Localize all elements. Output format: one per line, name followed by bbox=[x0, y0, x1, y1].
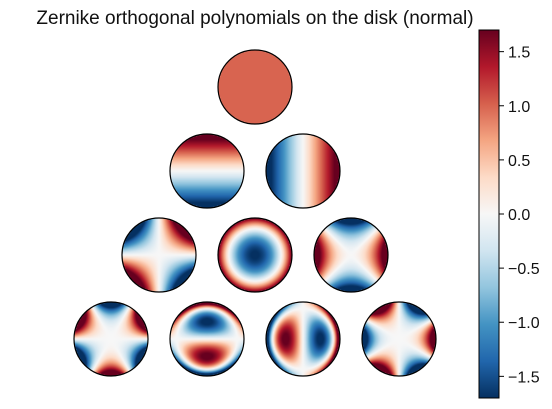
colorbar-tick-label: −0.5 bbox=[508, 261, 540, 278]
zernike-disk-image bbox=[74, 302, 148, 376]
colorbar-tick-label: 0.0 bbox=[508, 207, 530, 224]
colorbar-tick-label: 0.5 bbox=[508, 153, 530, 170]
zernike-disk-image bbox=[218, 50, 292, 124]
colorbar: 1.5 1.0 0.5 0.0 −0.5 −1.0 −1.5 bbox=[478, 29, 540, 399]
zernike-disk-outline bbox=[73, 301, 149, 377]
zernike-disk-image bbox=[218, 218, 292, 292]
zernike-disk-outline bbox=[361, 301, 437, 377]
zernike-disk-image bbox=[122, 218, 196, 292]
zernike-disk-image bbox=[170, 134, 244, 208]
zernike-disk-outline bbox=[217, 217, 293, 293]
chart-title: Zernike orthogonal polynomials on the di… bbox=[36, 8, 473, 29]
disk-grid bbox=[73, 49, 437, 377]
zernike-disk-image bbox=[314, 218, 388, 292]
colorbar-ticks: 1.5 1.0 0.5 0.0 −0.5 −1.0 −1.5 bbox=[499, 45, 540, 386]
colorbar-tick-label: −1.5 bbox=[508, 369, 540, 386]
zernike-disk-outline bbox=[121, 217, 197, 293]
zernike-disk-outline bbox=[265, 133, 341, 209]
zernike-disk-image bbox=[266, 134, 340, 208]
zernike-disk-image bbox=[170, 302, 244, 376]
zernike-disk-outline bbox=[169, 301, 245, 377]
zernike-disk-outline bbox=[265, 301, 341, 377]
colorbar-tick-label: −1.0 bbox=[508, 315, 540, 332]
zernike-disk-outline bbox=[217, 49, 293, 125]
colorbar-gradient bbox=[478, 29, 500, 399]
zernike-disk-image bbox=[266, 302, 340, 376]
colorbar-tick-label: 1.5 bbox=[508, 45, 530, 62]
colorbar-tick-label: 1.0 bbox=[508, 99, 530, 116]
zernike-disk-outline bbox=[169, 133, 245, 209]
zernike-disk-outline bbox=[313, 217, 389, 293]
zernike-disk-image bbox=[362, 302, 436, 376]
